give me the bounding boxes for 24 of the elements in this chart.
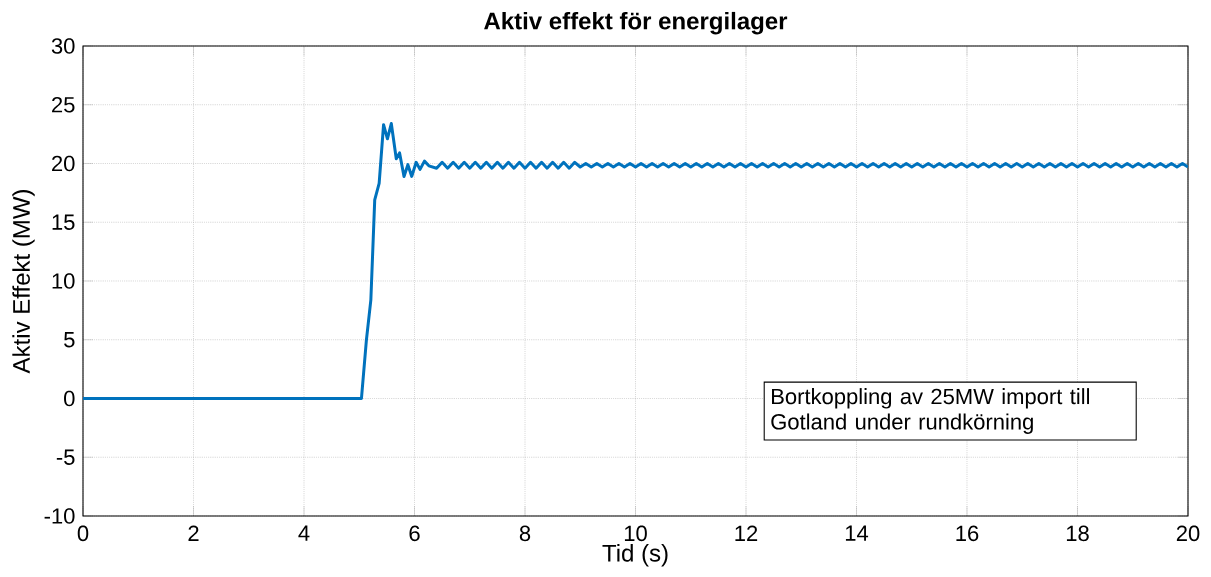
y-tick-label: 15	[52, 214, 75, 230]
y-tick-label: -10	[44, 508, 75, 524]
y-tick-label: -5	[56, 449, 75, 465]
annotation: Bortkoppling av 25MW import till Gotland under rundkörning	[771, 388, 1090, 434]
y-axis-title: Aktiv Effekt (MW)	[12, 190, 35, 374]
x-tick-label: 0	[77, 525, 89, 542]
y-tick-label: 0	[64, 390, 75, 407]
y-tick-label: 5	[64, 332, 75, 348]
y-tick-label: 30	[51, 38, 75, 54]
x-tick-label: 2	[188, 525, 199, 541]
x-tick-label: 6	[409, 525, 420, 542]
x-tick-label: 4	[298, 525, 310, 541]
y-tick-label: 10	[52, 273, 75, 289]
x-tick-label: 12	[735, 525, 758, 541]
x-tick-label: 8	[519, 525, 531, 542]
x-tick-label: 10	[624, 525, 647, 542]
x-tick-label: 18	[1066, 525, 1089, 542]
x-axis-title: Tid (s)	[602, 544, 668, 567]
chart-title: Aktiv effekt för energilager	[484, 11, 788, 35]
y-tick-label: 20	[52, 155, 75, 172]
y-tick-label: 25	[52, 96, 75, 113]
x-tick-label: 14	[845, 525, 869, 541]
x-tick-label: 16	[956, 525, 979, 542]
x-tick-label: 20	[1176, 525, 1200, 542]
